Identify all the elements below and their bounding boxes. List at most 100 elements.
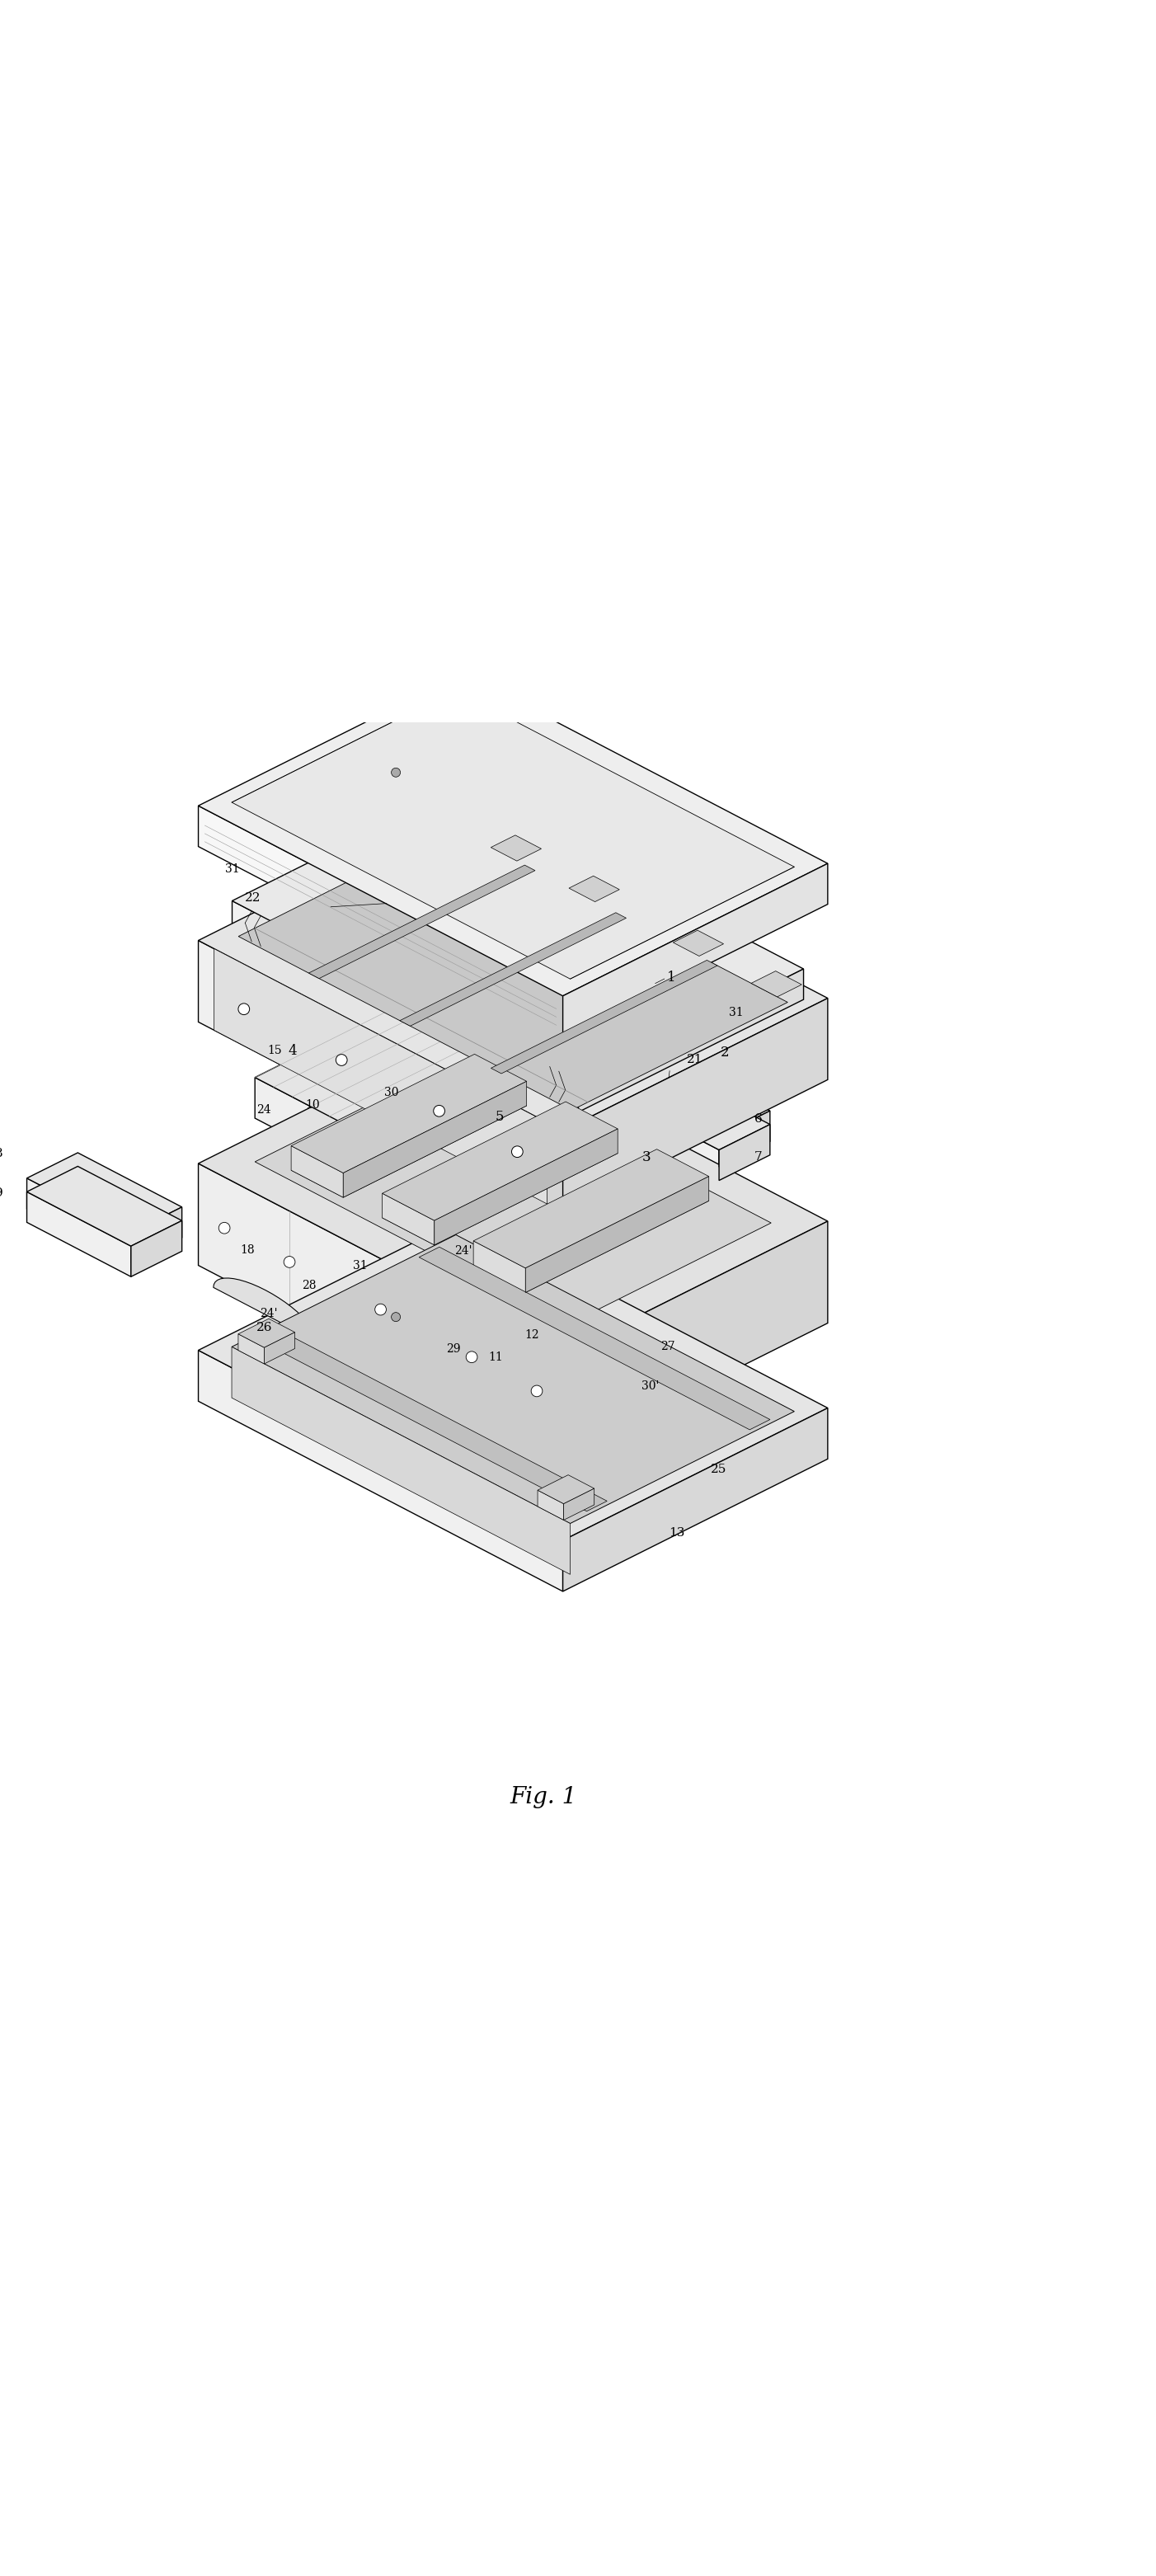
Circle shape [466, 1352, 477, 1363]
Text: 12: 12 [525, 1329, 539, 1340]
Text: 9: 9 [0, 1188, 3, 1200]
Polygon shape [232, 788, 803, 1082]
Polygon shape [231, 690, 794, 979]
Polygon shape [563, 997, 828, 1213]
Polygon shape [131, 1208, 181, 1262]
Polygon shape [199, 940, 563, 1213]
Polygon shape [309, 866, 535, 979]
Polygon shape [474, 1242, 526, 1293]
Polygon shape [27, 1151, 181, 1231]
Text: 25: 25 [711, 1463, 726, 1476]
Polygon shape [615, 1095, 719, 1180]
Text: 2: 2 [720, 1046, 729, 1059]
Text: 28: 28 [302, 1280, 316, 1291]
Polygon shape [564, 1489, 594, 1520]
Polygon shape [383, 1126, 617, 1244]
Circle shape [336, 1054, 347, 1066]
Text: 11: 11 [489, 1352, 503, 1363]
Polygon shape [214, 1278, 318, 1342]
Text: 30: 30 [385, 1087, 399, 1097]
Polygon shape [199, 1030, 828, 1352]
Polygon shape [231, 1347, 570, 1574]
Polygon shape [131, 1221, 181, 1278]
Polygon shape [199, 809, 828, 1131]
Text: 31: 31 [225, 863, 239, 876]
Polygon shape [27, 1177, 131, 1262]
Circle shape [218, 1224, 230, 1234]
Polygon shape [435, 1128, 617, 1244]
Text: 15: 15 [268, 1043, 282, 1056]
Polygon shape [291, 1054, 527, 1172]
Circle shape [434, 1105, 445, 1115]
Circle shape [238, 1005, 250, 1015]
Polygon shape [491, 961, 718, 1074]
Text: 30': 30' [642, 1381, 659, 1391]
Text: 31: 31 [729, 1007, 743, 1018]
Text: 5: 5 [496, 1110, 504, 1123]
Text: 7: 7 [755, 1151, 763, 1162]
Polygon shape [255, 1059, 771, 1324]
Polygon shape [400, 912, 627, 1025]
Polygon shape [231, 1234, 794, 1522]
Text: 1: 1 [667, 971, 675, 984]
Text: 24: 24 [257, 1105, 271, 1115]
Polygon shape [255, 1077, 385, 1185]
Text: 10: 10 [305, 1100, 320, 1110]
Polygon shape [238, 829, 787, 1110]
Text: 29: 29 [446, 1342, 461, 1355]
Text: 26: 26 [257, 1321, 273, 1334]
Polygon shape [615, 1069, 770, 1149]
Circle shape [375, 1303, 386, 1316]
Polygon shape [238, 1319, 295, 1347]
Polygon shape [255, 984, 571, 1146]
Polygon shape [383, 1193, 435, 1244]
Text: 4: 4 [288, 1043, 297, 1059]
Polygon shape [265, 1332, 295, 1363]
Polygon shape [447, 1401, 551, 1463]
Polygon shape [27, 1167, 181, 1247]
Text: 24': 24' [454, 1244, 473, 1257]
Text: 13: 13 [669, 1528, 684, 1538]
Polygon shape [538, 1476, 594, 1504]
Polygon shape [563, 1409, 828, 1592]
Polygon shape [27, 1193, 131, 1278]
Polygon shape [199, 1350, 563, 1592]
Polygon shape [199, 806, 563, 1036]
Polygon shape [673, 930, 724, 956]
Polygon shape [569, 876, 620, 902]
Text: 27: 27 [660, 1342, 675, 1352]
Polygon shape [199, 1218, 828, 1540]
Polygon shape [719, 1110, 770, 1167]
Polygon shape [238, 1334, 265, 1363]
Circle shape [531, 1386, 542, 1396]
Polygon shape [615, 1056, 770, 1136]
Text: Fig. 1: Fig. 1 [510, 1785, 577, 1808]
Polygon shape [719, 1123, 770, 1180]
Text: 22: 22 [245, 891, 261, 904]
Polygon shape [385, 1054, 571, 1185]
Circle shape [392, 1311, 400, 1321]
Circle shape [283, 1257, 295, 1267]
Polygon shape [232, 902, 578, 1113]
Text: 24': 24' [260, 1309, 277, 1319]
Circle shape [512, 1146, 523, 1157]
Polygon shape [563, 1221, 828, 1455]
Polygon shape [615, 1082, 719, 1167]
Text: 18: 18 [240, 1244, 254, 1257]
Text: 31: 31 [353, 1260, 368, 1273]
Text: 3: 3 [643, 1151, 651, 1164]
Polygon shape [474, 1149, 709, 1267]
Polygon shape [538, 1489, 564, 1520]
Text: 6: 6 [755, 1113, 763, 1126]
Polygon shape [343, 1082, 527, 1198]
Polygon shape [291, 1146, 343, 1198]
Circle shape [392, 768, 400, 778]
Polygon shape [291, 1079, 527, 1198]
Polygon shape [214, 948, 547, 1203]
Polygon shape [199, 1164, 563, 1455]
Polygon shape [491, 835, 541, 860]
Polygon shape [255, 1329, 607, 1512]
Polygon shape [526, 1177, 709, 1293]
Polygon shape [751, 971, 801, 997]
Text: 21: 21 [687, 1054, 703, 1066]
